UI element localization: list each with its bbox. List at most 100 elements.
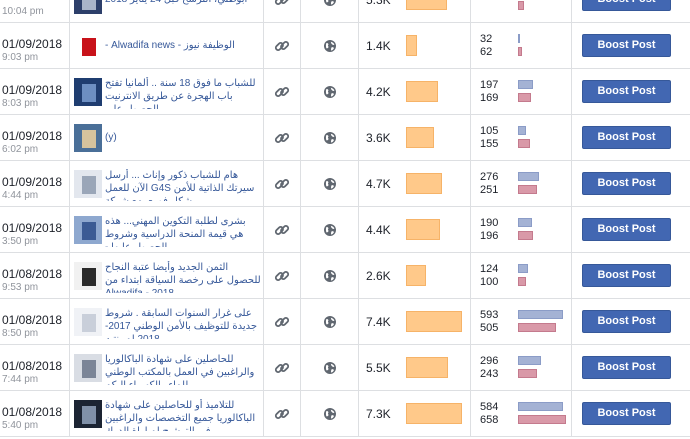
boost-post-button[interactable]: Boost Post bbox=[582, 34, 671, 57]
post-thumbnail[interactable] bbox=[74, 124, 102, 152]
reactions-count: 62 bbox=[480, 46, 493, 58]
link-icon bbox=[273, 83, 291, 101]
reach-value: 4.4K bbox=[366, 223, 391, 237]
post-title-link[interactable]: الوظيفة نيوز - Alwadifa news - bbox=[105, 40, 235, 51]
reach-value: 4.7K bbox=[366, 177, 391, 191]
column-divider bbox=[300, 115, 301, 160]
reach-bar bbox=[406, 219, 440, 240]
boost-post-button[interactable]: Boost Post bbox=[582, 310, 671, 333]
column-divider bbox=[571, 391, 572, 436]
post-clicks-count: 105 bbox=[480, 125, 499, 137]
post-clicks-count: 276 bbox=[480, 171, 499, 183]
boost-post-button[interactable]: Boost Post bbox=[582, 80, 671, 103]
column-divider bbox=[263, 161, 264, 206]
post-title-link[interactable]: (y) bbox=[105, 132, 117, 143]
reach-bar bbox=[406, 35, 417, 56]
column-divider bbox=[571, 345, 572, 390]
post-title-link[interactable]: الثمن الجديد وأيضا عتبة النجاح للحصول عل… bbox=[105, 262, 261, 293]
boost-post-button[interactable]: Boost Post bbox=[582, 264, 671, 287]
post-title-link[interactable]: هام للشباب ذكور وإناث ... أرسل سيرتك الذ… bbox=[105, 170, 255, 201]
post-clicks-count: 296 bbox=[480, 355, 499, 367]
reach-value: 2.6K bbox=[366, 269, 391, 283]
post-thumbnail[interactable] bbox=[74, 400, 102, 428]
globe-icon bbox=[321, 221, 339, 239]
column-divider bbox=[69, 345, 70, 390]
link-icon bbox=[273, 267, 291, 285]
column-divider bbox=[470, 207, 471, 252]
table-row: 01/09/2018 9:03 pm الوظيفة نيوز - Alwadifa… bbox=[0, 23, 690, 69]
reach-bar bbox=[406, 403, 462, 424]
post-time: 8:50 pm bbox=[2, 328, 39, 339]
column-divider bbox=[571, 161, 572, 206]
reach-value: 5.5K bbox=[366, 361, 391, 375]
post-date: 01/09/2018 bbox=[2, 129, 63, 143]
boost-post-button[interactable]: Boost Post bbox=[582, 0, 671, 11]
link-icon bbox=[273, 175, 291, 193]
link-icon bbox=[273, 129, 291, 147]
post-title-link[interactable]: للتلاميذ أو للحاصلين على شهادة الباكالور… bbox=[105, 400, 256, 431]
link-icon bbox=[273, 313, 291, 331]
post-time: 5:40 pm bbox=[2, 420, 39, 431]
reach-bar bbox=[406, 127, 434, 148]
boost-post-button[interactable]: Boost Post bbox=[582, 172, 671, 195]
column-divider bbox=[300, 69, 301, 114]
link-icon bbox=[273, 359, 291, 377]
post-title-link[interactable]: على غرار السنوات السابقة . شروط جديدة لل… bbox=[105, 308, 258, 339]
column-divider bbox=[358, 391, 359, 436]
column-divider bbox=[69, 299, 70, 344]
column-divider bbox=[69, 69, 70, 114]
link-icon bbox=[273, 37, 291, 55]
column-divider bbox=[300, 207, 301, 252]
post-thumbnail[interactable] bbox=[74, 216, 102, 244]
column-divider bbox=[358, 253, 359, 298]
post-thumbnail[interactable] bbox=[74, 32, 102, 60]
boost-post-button[interactable]: Boost Post bbox=[582, 356, 671, 379]
post-date: 01/08/2018 bbox=[2, 267, 63, 281]
boost-post-button[interactable]: Boost Post bbox=[582, 402, 671, 425]
thumbnail-detail bbox=[82, 360, 96, 378]
table-row: 01/09/2018 8:03 pm للشباب ما فوق 18 سنة ..… bbox=[0, 69, 690, 115]
boost-post-button[interactable]: Boost Post bbox=[582, 126, 671, 149]
globe-icon bbox=[321, 83, 339, 101]
post-thumbnail[interactable] bbox=[74, 354, 102, 382]
column-divider bbox=[470, 23, 471, 68]
post-date: 01/09/2018 bbox=[2, 221, 63, 235]
column-divider bbox=[263, 207, 264, 252]
reactions-bar bbox=[518, 415, 566, 424]
column-divider bbox=[263, 253, 264, 298]
column-divider bbox=[470, 345, 471, 390]
post-time: 10:04 pm bbox=[2, 6, 44, 17]
table-row: 01/09/2018 6:02 pm (y) 3.6K 105 155 Boost Post bbox=[0, 115, 690, 161]
post-time: 3:50 pm bbox=[2, 236, 39, 247]
column-divider bbox=[571, 253, 572, 298]
column-divider bbox=[300, 345, 301, 390]
post-thumbnail[interactable] bbox=[74, 262, 102, 290]
column-divider bbox=[470, 0, 471, 22]
post-title-link[interactable]: بشرى لطلبة التكوين المهني... هذه هي قيمة… bbox=[105, 216, 246, 247]
globe-icon bbox=[321, 405, 339, 423]
globe-icon bbox=[321, 359, 339, 377]
post-thumbnail[interactable] bbox=[74, 170, 102, 198]
post-title-link[interactable]: للحاصلين على شهادة الباكالوريا والراغبين… bbox=[105, 354, 255, 385]
column-divider bbox=[300, 161, 301, 206]
column-divider bbox=[358, 161, 359, 206]
post-clicks-count: 124 bbox=[480, 263, 499, 275]
post-thumbnail[interactable] bbox=[74, 0, 102, 14]
post-thumbnail[interactable] bbox=[74, 308, 102, 336]
column-divider bbox=[358, 115, 359, 160]
boost-post-button[interactable]: Boost Post bbox=[582, 218, 671, 241]
reactions-bar bbox=[518, 231, 533, 240]
column-divider bbox=[571, 23, 572, 68]
column-divider bbox=[300, 23, 301, 68]
post-thumbnail[interactable] bbox=[74, 78, 102, 106]
column-divider bbox=[358, 207, 359, 252]
reach-value: 4.2K bbox=[366, 85, 391, 99]
column-divider bbox=[470, 299, 471, 344]
column-divider bbox=[263, 0, 264, 22]
post-title-link[interactable]: - أبوطني، الترشح قبل 24 يناير 2018 bbox=[105, 0, 261, 25]
column-divider bbox=[69, 23, 70, 68]
thumbnail-detail bbox=[82, 222, 96, 240]
column-divider bbox=[358, 69, 359, 114]
post-title-link[interactable]: للشباب ما فوق 18 سنة .. ألمانيا تفتح باب… bbox=[105, 78, 256, 109]
reach-bar bbox=[406, 81, 438, 102]
